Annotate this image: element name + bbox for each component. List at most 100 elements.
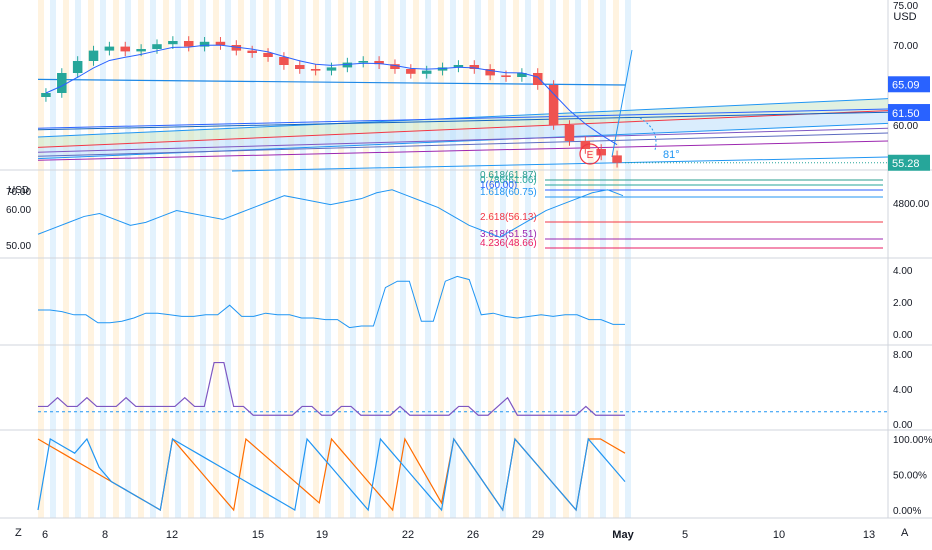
time-tick: 15 [252, 529, 264, 541]
session-band-blue [125, 0, 131, 518]
event-marker-label: E [587, 150, 594, 161]
price-axis[interactable]: USD 75.0070.0060.0065.0961.6261.5055.284… [888, 1, 930, 210]
price-badge-label: 65.09 [892, 79, 920, 91]
candle-body [183, 41, 194, 47]
candle-body [469, 65, 480, 69]
session-band-orange [438, 0, 444, 518]
session-band-blue [175, 0, 181, 518]
pane-5-tick: 100.00% [893, 435, 932, 446]
session-band-orange [213, 0, 219, 518]
candle-body [374, 61, 384, 65]
fib-level-label: 3.618(51.51) [480, 229, 537, 240]
candle-body [310, 69, 321, 71]
event-marker-circle[interactable] [579, 143, 601, 165]
angle-label: 81° [663, 149, 680, 161]
pane-3-tick: 0.00 [893, 330, 913, 341]
pane-2-right-tick: 4800.00 [893, 199, 930, 210]
session-band-blue [525, 0, 531, 518]
time-axis[interactable]: 6 8 12 15 19 22 26 29 May 5 10 13 [42, 529, 875, 541]
angle-ray [611, 49, 633, 158]
session-band-blue [250, 0, 256, 518]
price-badge [888, 154, 930, 171]
indicator-pane-3[interactable]: 4.00 2.00 0.00 [38, 266, 913, 341]
session-band-blue [600, 0, 606, 518]
session-band-blue [350, 0, 356, 518]
session-band-blue [200, 0, 206, 518]
pane-5-tick: 50.00% [893, 471, 927, 482]
price-pane[interactable]: E 81° [37, 36, 889, 172]
time-tick: 10 [773, 529, 785, 541]
price-badge-label: 61.50 [892, 108, 920, 120]
time-tick: May [612, 529, 634, 541]
moving-average [45, 44, 618, 146]
session-band-orange [413, 0, 419, 518]
price-tick: 75.00 [893, 1, 918, 12]
regression-channel [37, 49, 889, 172]
currency-label: USD [893, 11, 916, 23]
candle-body [390, 64, 400, 69]
candle-body [215, 41, 226, 45]
session-band-orange [263, 0, 269, 518]
candle-body [120, 46, 131, 52]
time-tick: 12 [166, 529, 178, 541]
indicator-3-line [38, 275, 625, 329]
candle-body [231, 45, 242, 51]
session-band-blue [500, 0, 506, 518]
auto-scale-button-left[interactable]: Z [15, 527, 22, 539]
candle-body [326, 67, 337, 71]
auto-scale-button-right[interactable]: A [901, 527, 909, 539]
candle-body [596, 149, 606, 156]
session-band-blue [225, 0, 231, 518]
session-band-orange [238, 0, 244, 518]
session-band-orange [613, 0, 619, 518]
session-band-orange [163, 0, 169, 518]
candle-body [548, 85, 559, 125]
fib-level-label: 2.618(56.13) [480, 212, 537, 223]
time-tick: 29 [532, 529, 544, 541]
session-band-orange [538, 0, 544, 518]
session-band-blue [75, 0, 81, 518]
moving-average-line [45, 44, 618, 146]
session-band-orange [388, 0, 394, 518]
price-badge-label: 55.28 [892, 158, 920, 170]
indicator-pane-2[interactable]: 0.618(61.87)0.786(61.06)1(60.00)1.618(60… [37, 170, 883, 249]
indicator-2-line [37, 189, 624, 238]
indicator-pane-5[interactable]: 100.00% 50.00% 0.00% [37, 435, 932, 517]
pane-2-left-axis: USD 70.00 60.00 50.00 [6, 185, 31, 252]
indicator-pane-4[interactable]: 8.00 4.00 0.00 [38, 350, 913, 431]
channel-upper-fill [38, 98, 888, 148]
session-band-orange [338, 0, 344, 518]
session-band-blue [400, 0, 406, 518]
candle-body [358, 61, 368, 63]
session-band-orange [188, 0, 194, 518]
session-band-orange [313, 0, 319, 518]
session-band-orange [63, 0, 69, 518]
candle-body [485, 69, 495, 76]
candle-body [199, 41, 210, 47]
channel-line [37, 111, 889, 131]
session-band-blue [100, 0, 106, 518]
indicator-5-line [37, 437, 626, 512]
pane-2-currency-label: USD [8, 185, 29, 196]
channel-line [37, 140, 889, 161]
pane-4-tick: 8.00 [893, 350, 913, 361]
candle-body [532, 73, 543, 85]
session-band-blue [275, 0, 281, 518]
candle-body [104, 46, 115, 51]
candle-body [136, 49, 146, 52]
session-background-bands [38, 0, 631, 518]
session-band-blue [325, 0, 331, 518]
pane-2-left-tick: 70.00 [6, 187, 31, 198]
time-tick: 22 [402, 529, 414, 541]
fib-level-label: 1.618(60.75) [480, 187, 537, 198]
candle-body [41, 93, 51, 97]
candle-body [295, 65, 305, 69]
session-band-blue [550, 0, 556, 518]
channel-line [37, 127, 889, 153]
candle-body [342, 62, 353, 68]
indicator-2-line [37, 189, 624, 238]
session-band-blue [575, 0, 581, 518]
pane-5-tick: 0.00% [893, 506, 921, 517]
candle-body [88, 50, 99, 61]
